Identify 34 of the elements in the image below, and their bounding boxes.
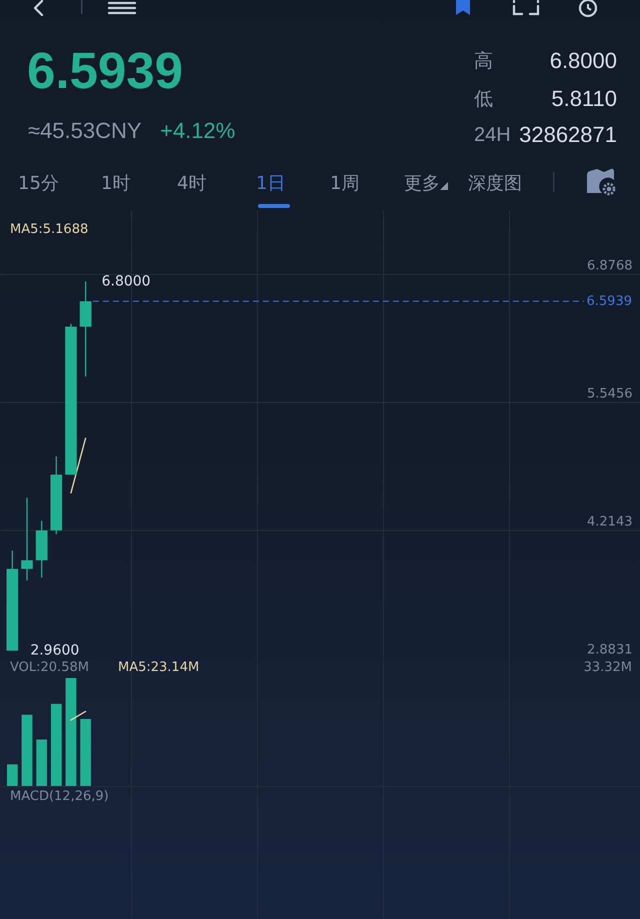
annotation: 6.8000 bbox=[102, 273, 151, 290]
y-tick-label: 5.5456 bbox=[587, 386, 632, 402]
text: 24H bbox=[474, 124, 511, 146]
text: MACD(12,26,9) bbox=[10, 789, 109, 804]
text: 1日 bbox=[256, 173, 286, 194]
annotation: 2.9600 bbox=[30, 642, 80, 659]
bar bbox=[22, 714, 32, 786]
bar bbox=[6, 764, 18, 786]
text: ≈45.53CNY bbox=[28, 118, 142, 143]
bar bbox=[66, 678, 76, 786]
y-tick-label: 6.8768 bbox=[587, 258, 632, 274]
text: MA5:23.14M bbox=[118, 660, 200, 675]
text: 15分 bbox=[18, 173, 59, 194]
text: 6.5939 bbox=[27, 42, 183, 99]
text: 高 bbox=[474, 50, 493, 72]
text: MA5:5.1688 bbox=[10, 222, 88, 237]
text: 33.32M bbox=[584, 660, 632, 675]
text: 更多 bbox=[404, 173, 440, 194]
text: 1周 bbox=[330, 173, 360, 194]
text: 低 bbox=[474, 88, 493, 110]
text: 32862871 bbox=[519, 122, 617, 147]
y-tick-label: 4.2143 bbox=[587, 514, 632, 530]
ref-line-label: 6.5939 bbox=[586, 294, 632, 310]
text: 深度图 bbox=[468, 173, 522, 194]
y-tick-label: 2.8831 bbox=[587, 642, 632, 658]
text: 1时 bbox=[101, 173, 130, 194]
text: 4时 bbox=[177, 173, 206, 194]
bar bbox=[80, 719, 91, 786]
text: VOL:20.58M bbox=[10, 660, 89, 675]
text: +4.12% bbox=[160, 118, 236, 143]
text: 6.8000 bbox=[550, 48, 617, 73]
text: 5.8110 bbox=[551, 86, 617, 111]
bar bbox=[50, 704, 62, 786]
bar bbox=[36, 740, 47, 786]
